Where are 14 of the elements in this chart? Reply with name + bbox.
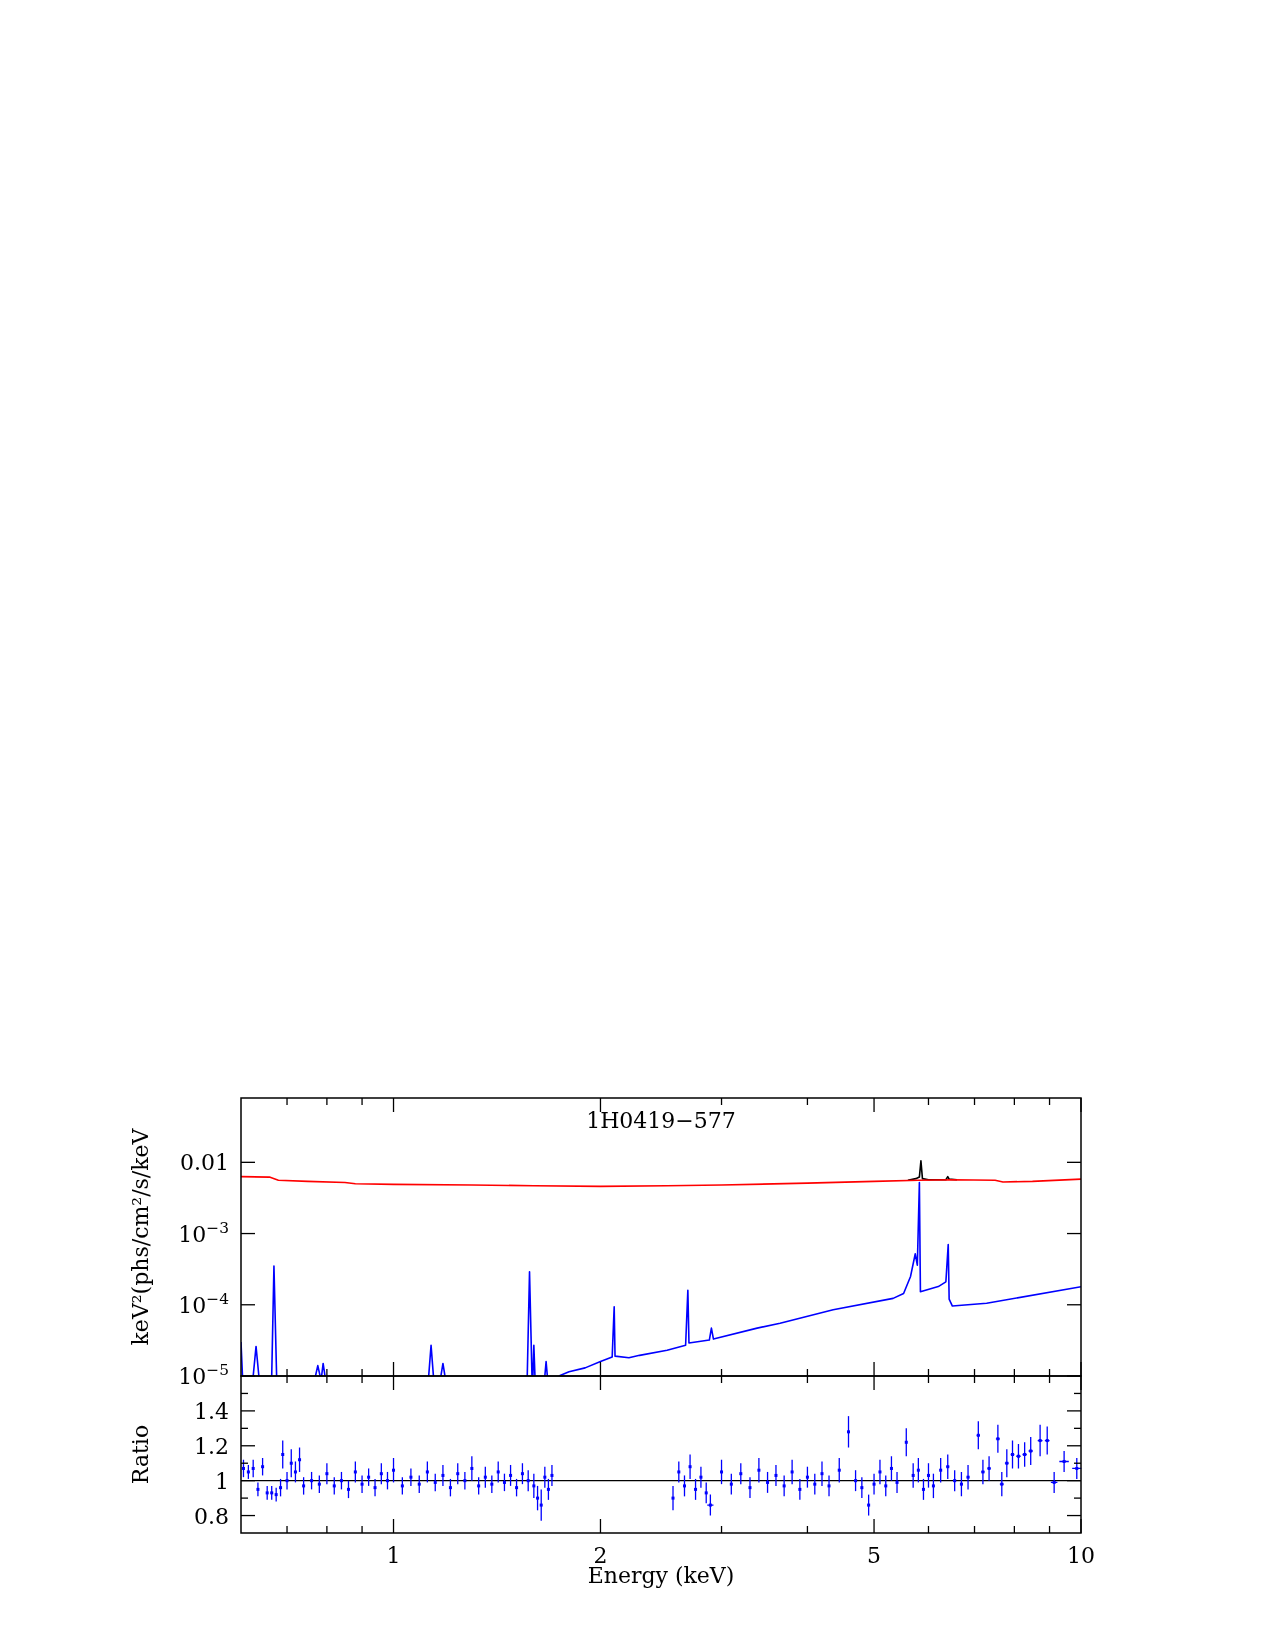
x-tick-label: 10 — [1067, 1543, 1095, 1568]
y-axis-title: keV²(phs/cm²/s/keV — [128, 1127, 153, 1346]
y-tick-label: 0.01 — [180, 1150, 229, 1176]
y-tick-label: 1 — [215, 1468, 229, 1494]
y-tick-label: 0.8 — [194, 1503, 229, 1529]
y-tick-label: 1.2 — [194, 1433, 229, 1459]
y-axis-title: Ratio — [128, 1424, 153, 1485]
x-tick-label: 5 — [867, 1543, 882, 1568]
x-tick-label: 1 — [386, 1543, 401, 1568]
y-tick-label: 10$^{−5}$ — [178, 1361, 229, 1389]
y-tick-label: 10$^{−3}$ — [178, 1218, 229, 1247]
y-tick-label: 10$^{−4}$ — [178, 1289, 230, 1318]
y-tick-label: 1.4 — [194, 1398, 229, 1424]
text: 1H0419−577 — [586, 1108, 736, 1133]
